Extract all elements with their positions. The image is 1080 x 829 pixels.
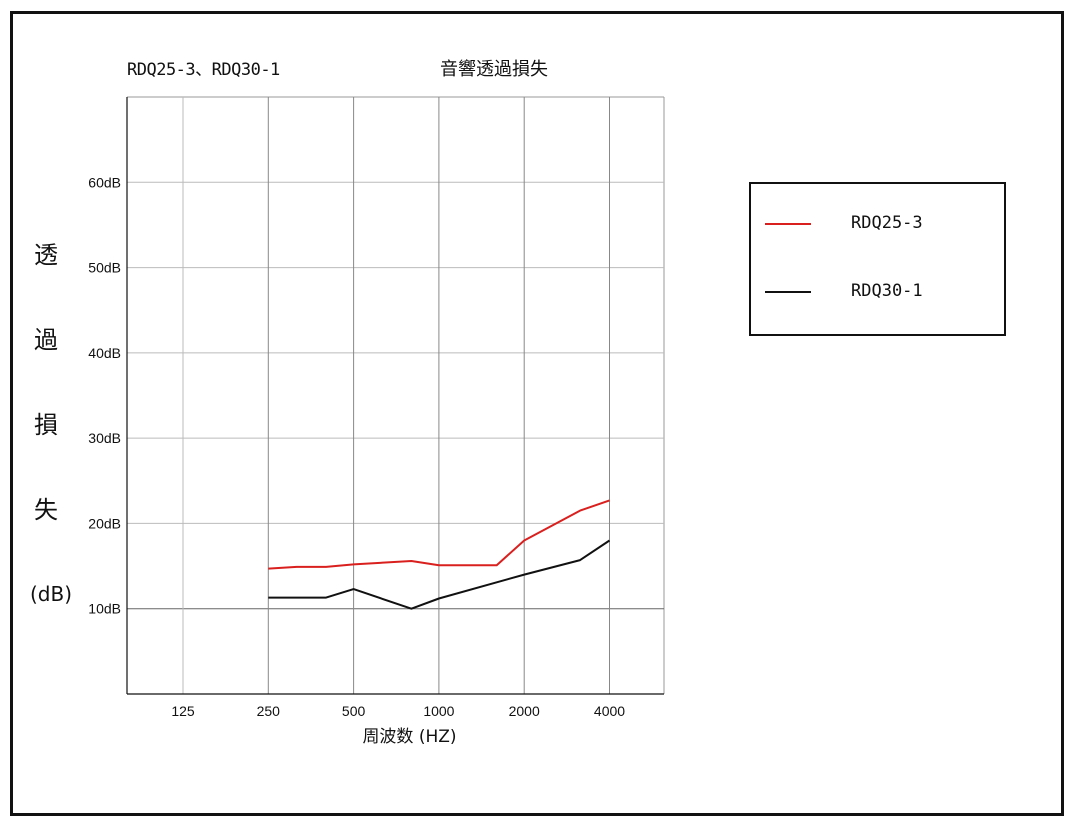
legend-label-rdq30-1: RDQ30-1 — [851, 281, 923, 301]
legend-swatch-rdq30-1 — [765, 291, 811, 293]
series-line-rdq30-1 — [268, 539, 611, 610]
x-tick-label: 500 — [342, 703, 366, 719]
y-tick-label: 60dB — [88, 174, 121, 190]
y-tick-label: 30dB — [88, 430, 121, 446]
y-tick-label: 10dB — [88, 601, 121, 617]
legend: RDQ25-3 RDQ30-1 — [749, 182, 1006, 336]
y-axis-label-char-2: 過 — [34, 326, 58, 354]
y-axis-label-char-1: 透 — [34, 241, 58, 269]
x-tick-label: 125 — [171, 703, 195, 719]
legend-label-rdq25-3: RDQ25-3 — [851, 213, 923, 233]
y-axis-unit: (dB) — [30, 582, 73, 606]
legend-swatch-rdq25-3 — [765, 223, 811, 225]
x-tick-label: 250 — [257, 703, 281, 719]
y-axis-label-char-4: 失 — [34, 496, 58, 524]
y-tick-label: 40dB — [88, 345, 121, 361]
product-title: RDQ25-3、RDQ30-1 — [127, 60, 280, 80]
y-tick-label: 20dB — [88, 515, 121, 531]
x-tick-label: 1000 — [423, 703, 454, 719]
outer-frame — [10, 11, 1064, 816]
chart-title: 音響透過損失 — [440, 59, 548, 80]
x-axis-label: 周波数 (HZ) — [362, 727, 456, 747]
x-tick-label: 2000 — [509, 703, 540, 719]
y-tick-label: 50dB — [88, 260, 121, 276]
series-line-rdq25-3 — [268, 499, 610, 570]
x-tick-label: 4000 — [594, 703, 625, 719]
y-axis-label-char-3: 損 — [34, 411, 58, 439]
